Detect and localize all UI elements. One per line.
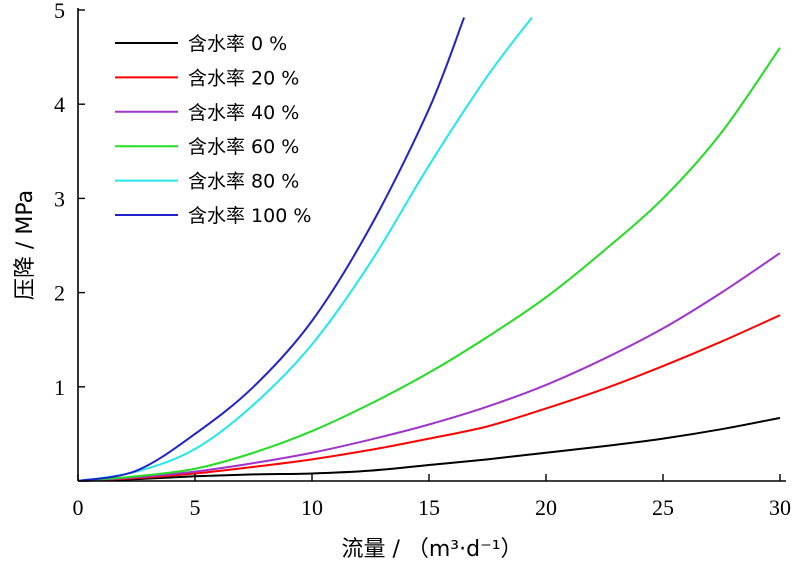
x-tick-label: 25 <box>652 495 674 520</box>
legend-label: 含水率 60 % <box>188 136 299 158</box>
legend: 含水率 0 % 含水率 20 % 含水率 40 % 含水率 60 % 含水率 80 % 含… <box>115 33 311 227</box>
x-tick-label: 15 <box>418 495 440 520</box>
x-tick-label: 5 <box>190 495 201 520</box>
x-tick-label: 30 <box>769 495 791 520</box>
y-axis-title: 压降 / MPa <box>13 190 38 300</box>
series-line-3 <box>77 47 781 482</box>
ticks: 0 5 10 15 20 25 30 1 2 3 4 5 <box>54 0 791 520</box>
series-line-1 <box>77 314 781 482</box>
legend-label: 含水率 80 % <box>188 171 299 193</box>
legend-label: 含水率 100 % <box>188 205 311 227</box>
x-tick-label: 20 <box>535 495 557 520</box>
legend-label: 含水率 20 % <box>188 67 299 89</box>
y-tick-label: 4 <box>54 92 65 117</box>
axes <box>77 8 786 482</box>
x-tick-label: 10 <box>301 495 323 520</box>
y-tick-label: 5 <box>54 0 65 23</box>
legend-label: 含水率 0 % <box>188 33 287 55</box>
series-line-4 <box>77 16 533 482</box>
series-line-2 <box>77 252 781 482</box>
y-tick-label: 1 <box>54 375 65 400</box>
y-tick-label: 2 <box>54 281 65 306</box>
x-axis-title: 流量 / （m³·d⁻¹） <box>341 537 522 562</box>
legend-label: 含水率 40 % <box>188 102 299 124</box>
x-tick-label: 0 <box>73 495 84 520</box>
series-layer <box>77 16 781 482</box>
series-line-5 <box>77 17 466 482</box>
y-tick-label: 3 <box>54 186 65 211</box>
